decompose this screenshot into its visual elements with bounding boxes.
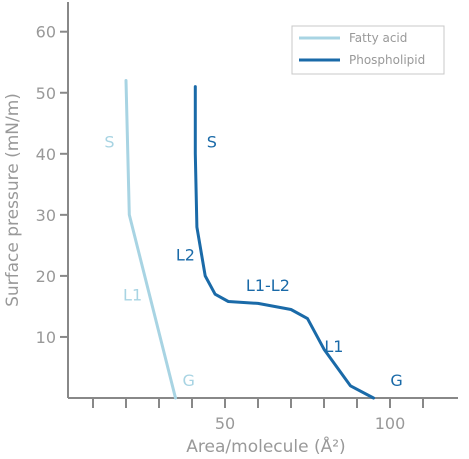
x-tick-label: 50 <box>215 414 235 433</box>
x-tick-label: 100 <box>375 414 406 433</box>
phase-label: L1 <box>324 337 343 356</box>
phase-label: L2 <box>176 246 195 265</box>
phase-label: G <box>390 371 402 390</box>
y-tick-label: 60 <box>36 23 56 42</box>
legend: Fatty acid Phospholipid <box>291 25 445 75</box>
axes: 10 20 30 40 50 60 50 100 <box>36 2 458 433</box>
series-line-phospholipid <box>193 85 375 400</box>
y-tick-label: 20 <box>36 267 56 286</box>
x-ticks: 50 100 <box>92 398 424 433</box>
y-axis-label: Surface pressure (mN/m) <box>3 93 23 307</box>
phase-label: L1-L2 <box>246 276 290 295</box>
legend-label: Fatty acid <box>349 31 407 45</box>
legend-label: Phospholipid <box>349 53 425 67</box>
y-tick-label: 30 <box>36 206 56 225</box>
series-layer <box>124 79 375 400</box>
phase-label: L1 <box>123 285 142 304</box>
phase-label: G <box>182 371 194 390</box>
y-tick-label: 40 <box>36 145 56 164</box>
legend-box <box>291 25 445 75</box>
x-axis-label: Area/molecule (Å²) <box>186 435 345 457</box>
phase-label: S <box>207 133 217 152</box>
y-tick-label: 50 <box>36 84 56 103</box>
phase-label: S <box>104 133 114 152</box>
series-line-fatty-acid <box>124 79 177 400</box>
phase-labels: S L1 G S L2 L1-L2 L1 G <box>104 133 402 390</box>
y-tick-label: 10 <box>36 328 56 347</box>
y-ticks: 10 20 30 40 50 60 <box>36 23 68 347</box>
